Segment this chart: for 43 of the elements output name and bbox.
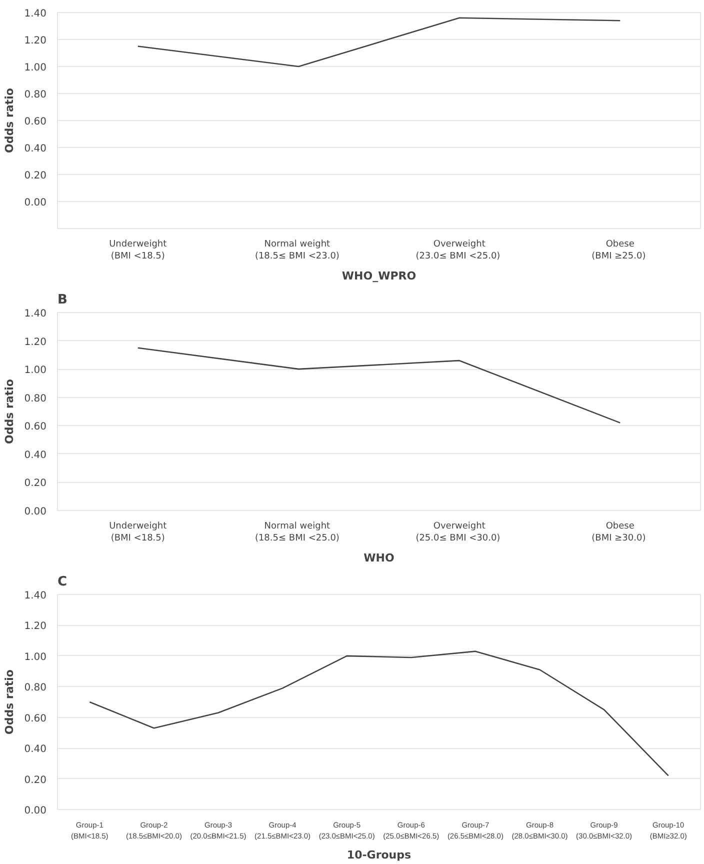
y-tick-label: 0.60 (24, 713, 46, 724)
y-tick-label: 0.80 (24, 393, 46, 404)
x-tick-label: Obese (BMI ≥25.0) (592, 240, 646, 262)
x-axis-title: WHO (364, 552, 394, 564)
x-tick-label: Normal weight (18.5≤ BMI <23.0) (254, 240, 340, 262)
x-tick-label: Overweight (25.0≤ BMI <30.0) (416, 522, 500, 544)
y-tick-label: 1.40 (24, 308, 46, 320)
y-tick-label: 0.20 (24, 478, 46, 490)
chart-title: B (58, 292, 68, 308)
x-axis-title: 10-Groups (346, 848, 412, 862)
x-tick-label: Underweight (BMI <18.5) (109, 522, 168, 544)
x-tick-label: Normal weight (18.5≤ BMI <25.0) (254, 522, 340, 544)
y-tick-label: 1.00 (24, 652, 46, 663)
y-tick-label: 0.40 (24, 744, 46, 756)
y-tick-label: 1.20 (24, 621, 46, 632)
y-tick-label: 0.40 (24, 144, 46, 154)
line-series (89, 650, 669, 776)
y-tick-label: 0.20 (24, 170, 46, 182)
y-axis-title: Odds ratio (3, 669, 16, 734)
y-tick-label: 0.40 (24, 450, 46, 461)
y-tick-label: 0.60 (24, 116, 46, 128)
x-tick-label: Underweight (BMI <18.5) (109, 240, 168, 262)
y-tick-label: 0.80 (24, 90, 46, 100)
y-tick-label: 0.60 (24, 422, 46, 433)
x-tick-label: Overweight (23.0≤ BMI <25.0) (416, 240, 500, 262)
x-tick-label: Obese (BMI ≥30.0) (592, 522, 646, 544)
y-tick-label: 0.00 (24, 198, 46, 208)
y-tick-label: 1.40 (24, 8, 46, 20)
y-axis-title: Odds ratio (3, 378, 16, 444)
y-tick-label: 1.00 (24, 62, 46, 74)
y-tick-label: 0.20 (24, 774, 46, 786)
y-tick-label: 0.00 (24, 506, 46, 518)
y-tick-label: 0.00 (24, 806, 46, 816)
y-tick-label: 0.80 (24, 682, 46, 694)
line-series (137, 347, 621, 424)
y-axis-title: Odds ratio (3, 88, 16, 153)
y-tick-label: 1.40 (24, 590, 46, 602)
line-series (137, 17, 621, 68)
x-axis-title: WHO_WPRO (342, 270, 416, 282)
y-tick-label: 1.20 (24, 36, 46, 46)
y-tick-label: 1.00 (24, 365, 46, 376)
chart-title: C (58, 574, 68, 590)
y-tick-label: 1.20 (24, 336, 46, 348)
